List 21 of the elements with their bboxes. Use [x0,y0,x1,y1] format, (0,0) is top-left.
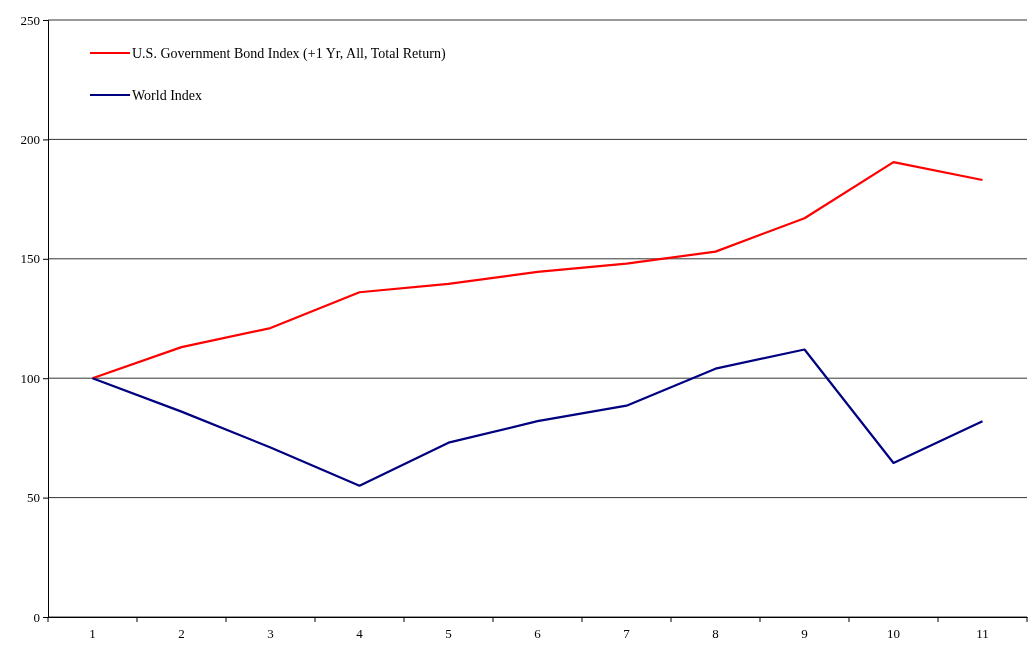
legend-label: U.S. Government Bond Index (+1 Yr, All, Total Return) [132,46,446,62]
legend-label: World Index [132,88,203,103]
line-series [91,160,984,380]
x-tick-label: 5 [445,626,452,642]
line-series [91,348,984,487]
x-tick-label: 1 [89,626,96,642]
x-tick-label: 6 [534,626,542,642]
x-tick-label: 2 [178,626,185,642]
x-tick-label: 10 [887,626,900,642]
x-tick-label: 4 [356,626,364,642]
y-tick-label: 50 [27,490,40,506]
y-tick-label: 250 [20,12,40,28]
y-tick-label: 100 [20,370,40,386]
x-tick-label: 3 [267,626,274,642]
x-tick-label: 9 [801,626,808,642]
x-tick-label: 8 [712,626,719,642]
x-tick-label: 11 [976,626,989,642]
y-tick-label: 200 [20,132,40,148]
y-tick-label: 150 [20,251,40,267]
y-tick-label: 0 [33,609,40,625]
x-tick-label: 7 [623,626,631,642]
